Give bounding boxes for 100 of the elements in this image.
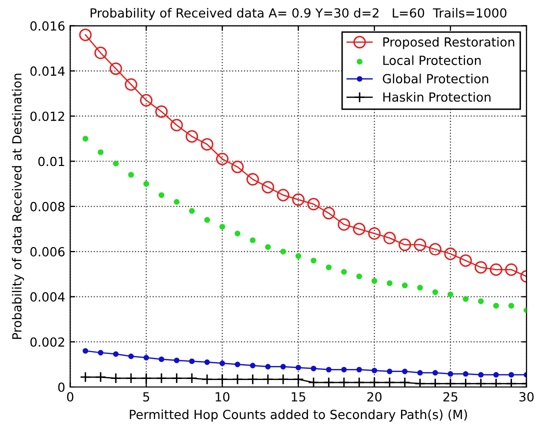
point xyxy=(432,289,438,296)
point xyxy=(323,376,334,387)
point xyxy=(341,268,347,275)
point xyxy=(308,376,320,387)
point xyxy=(204,359,210,365)
point xyxy=(399,376,410,387)
point xyxy=(384,376,396,387)
point xyxy=(444,248,457,260)
point xyxy=(506,378,517,387)
point xyxy=(216,152,229,166)
point xyxy=(372,278,378,284)
point xyxy=(307,198,320,210)
point xyxy=(326,366,332,372)
point xyxy=(113,351,119,357)
point xyxy=(322,206,336,220)
x-tick-label: 30 xyxy=(520,392,534,402)
point xyxy=(352,222,366,236)
point xyxy=(112,160,119,166)
point xyxy=(386,280,392,286)
point xyxy=(94,46,107,60)
point xyxy=(174,198,180,205)
legend-label: Local Protection xyxy=(383,55,481,66)
point xyxy=(414,378,426,387)
point xyxy=(171,372,182,384)
point xyxy=(508,302,514,309)
point xyxy=(295,253,302,259)
x-tick-label: 0 xyxy=(67,392,74,402)
point xyxy=(188,208,195,214)
point xyxy=(143,180,150,187)
point xyxy=(232,374,244,385)
point xyxy=(310,366,316,372)
point xyxy=(417,370,423,376)
point xyxy=(174,358,180,364)
point xyxy=(383,232,396,244)
point xyxy=(234,230,240,236)
point xyxy=(493,372,499,378)
point xyxy=(402,282,408,288)
point xyxy=(386,368,392,374)
point xyxy=(432,370,438,376)
point xyxy=(265,364,271,370)
point xyxy=(265,244,271,250)
point xyxy=(98,350,104,356)
point xyxy=(280,248,286,254)
point xyxy=(202,374,213,385)
point xyxy=(338,218,350,231)
point xyxy=(478,372,484,378)
point xyxy=(140,372,152,384)
x-tick-label: 20 xyxy=(367,392,382,402)
point xyxy=(246,173,259,186)
y-tick-label: 0 xyxy=(58,382,65,392)
x-tick-label: 25 xyxy=(443,392,458,402)
point xyxy=(368,376,380,387)
point xyxy=(402,368,408,374)
point xyxy=(430,378,441,387)
point xyxy=(341,366,347,372)
y-tick-label: 0.008 xyxy=(30,202,64,212)
point xyxy=(128,354,134,360)
y-tick-label: 0.002 xyxy=(30,337,64,347)
point xyxy=(262,180,274,194)
point xyxy=(125,372,137,384)
point xyxy=(414,238,426,252)
point xyxy=(505,263,518,276)
y-tick-label: 0.004 xyxy=(30,292,65,302)
point xyxy=(292,193,305,206)
point xyxy=(338,376,350,387)
point xyxy=(95,372,106,383)
point xyxy=(493,302,499,309)
legend-label: Haskin Protection xyxy=(383,92,490,102)
point xyxy=(398,238,412,252)
y-axis-title: Probability of data Received at Destination xyxy=(12,74,24,339)
point xyxy=(220,360,226,366)
point xyxy=(110,62,122,75)
point xyxy=(80,372,91,383)
point xyxy=(247,374,258,385)
chart-title: Probability of Received data A= 0.9 Y=30 d=2 L=60 Trails=1000 xyxy=(90,8,506,20)
point xyxy=(448,292,454,298)
point xyxy=(140,94,152,107)
point xyxy=(508,372,514,378)
point xyxy=(478,298,484,304)
point xyxy=(79,28,92,42)
point xyxy=(448,371,454,377)
point xyxy=(462,371,468,377)
point xyxy=(155,105,168,118)
x-tick-label: 10 xyxy=(216,392,230,402)
point xyxy=(475,378,486,387)
point xyxy=(189,358,195,364)
point xyxy=(354,376,365,387)
y-tick-label: 0.014 xyxy=(30,66,65,76)
point xyxy=(231,160,244,174)
y-tick-label: 0.006 xyxy=(30,247,65,256)
point xyxy=(158,192,164,198)
point xyxy=(296,364,302,370)
y-tick-label: 0.012 xyxy=(30,112,64,122)
point xyxy=(368,227,381,240)
point xyxy=(292,374,304,385)
point xyxy=(460,378,472,387)
point xyxy=(186,130,198,143)
point xyxy=(490,263,502,276)
point xyxy=(219,224,226,230)
point xyxy=(158,356,164,362)
